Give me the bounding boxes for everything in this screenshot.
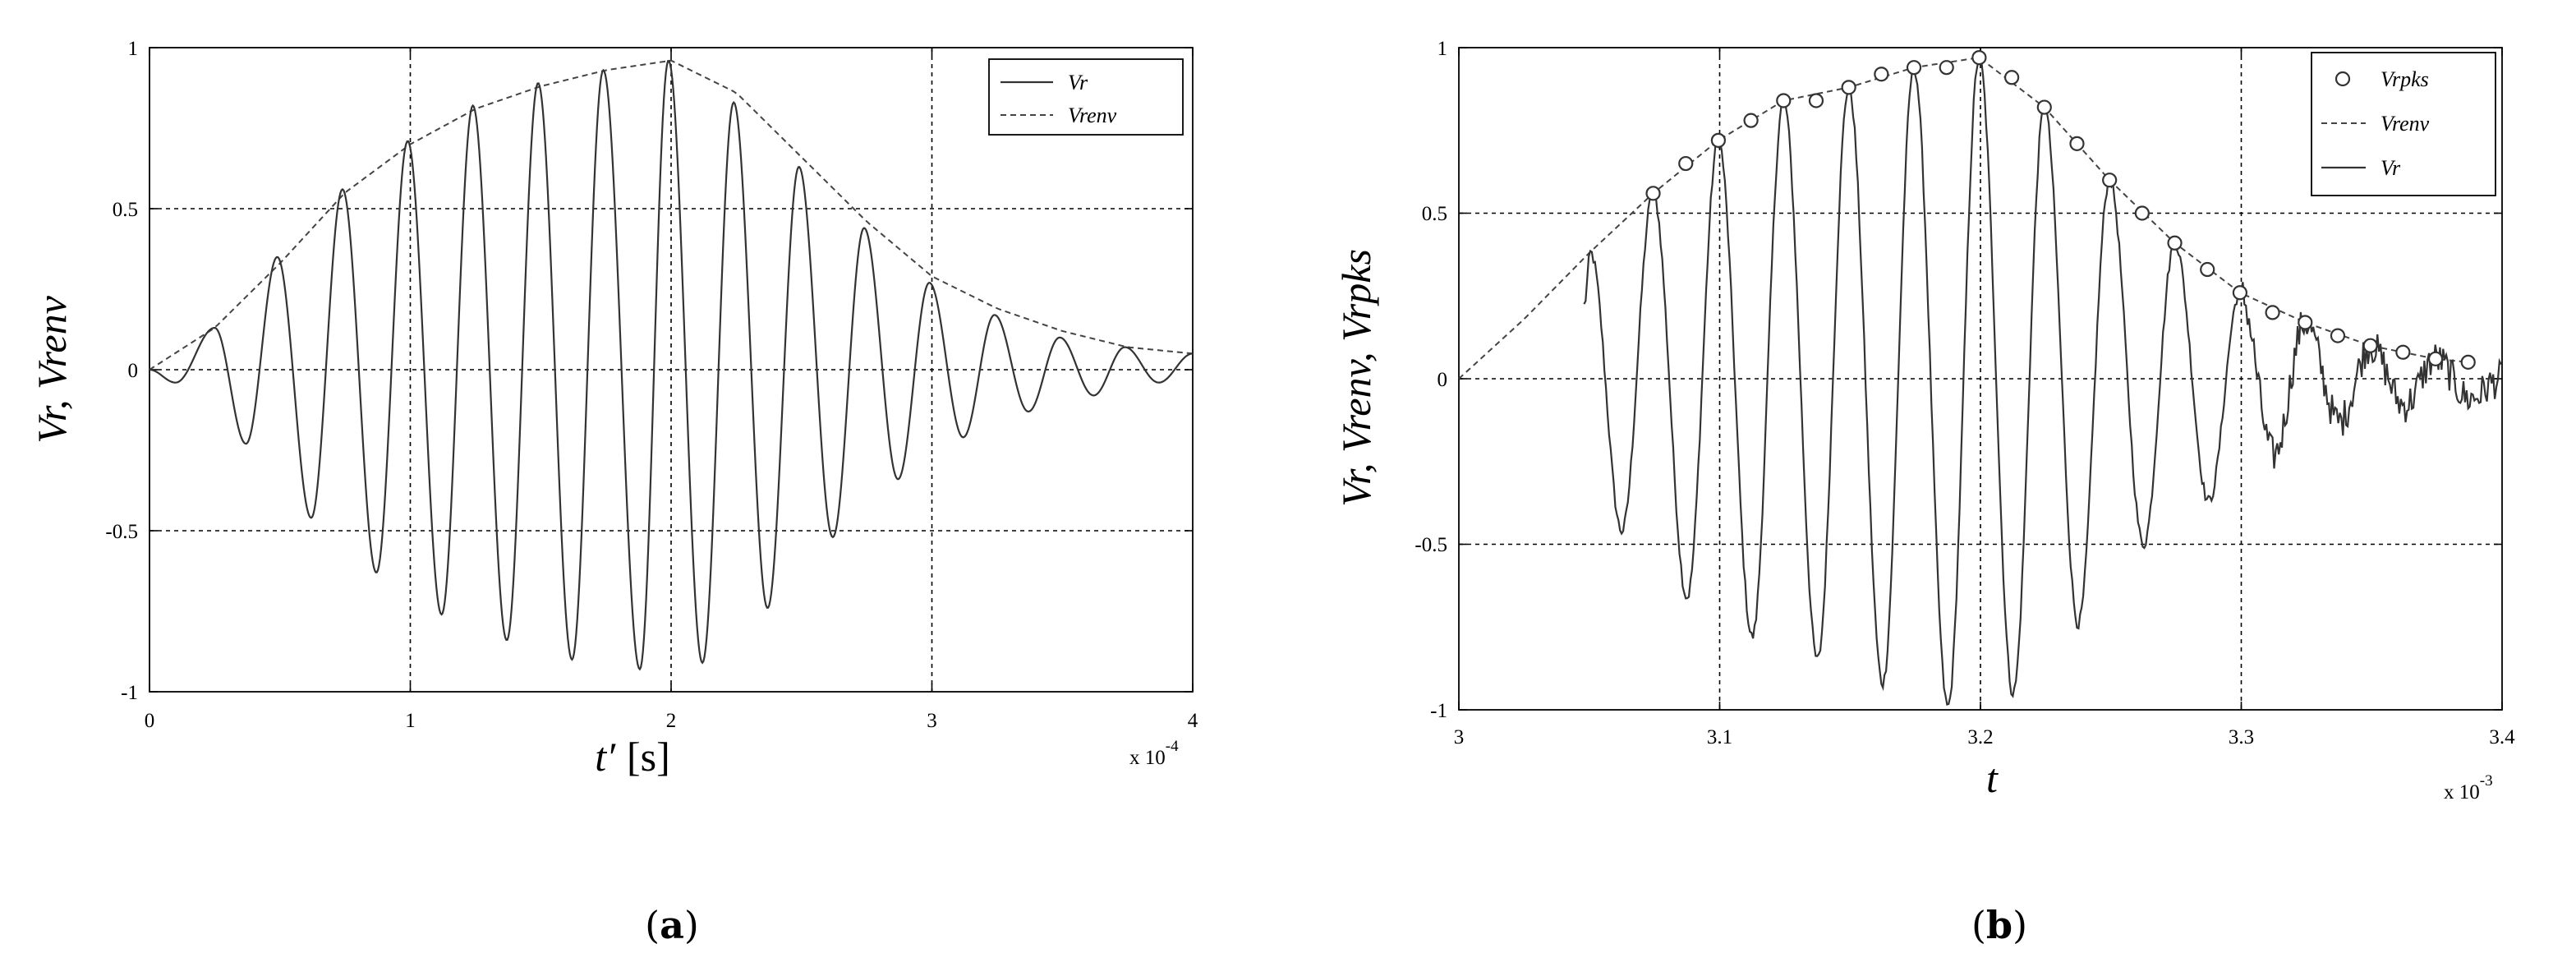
chart-b-vrpks-point-10 [1971,49,1987,66]
chart-b-ylabel: Vr, Vrenv, Vrpks [1333,249,1379,507]
chart-b-vrpks-point-1 [1678,155,1694,172]
chart-b-vrpks-point-11 [2004,70,2020,85]
chart-b-ticks [1458,47,2503,711]
chart-b-xtick-3-2: 3.2 [1967,726,1993,748]
chart-a-xlabel: t′ [s] [595,734,670,780]
chart-b-series-vrenv [1458,57,2466,380]
chart-b-legend-label-vrenv: Vrenv [2380,112,2430,136]
chart-b-vrpks-point-19 [2265,305,2280,320]
chart-b-vrpks-point-16 [2167,235,2183,251]
chart-a-ytick-1: 1 [128,38,139,60]
chart-b-ytick-0-5: 0.5 [1422,203,1447,225]
chart-b-xtick-3-4: 3.4 [2489,726,2515,748]
chart-a-xtick-1: 1 [405,710,416,732]
chart-a-xtick-3: 3 [927,710,937,732]
chart-b-vrpks-point-12 [2036,99,2052,115]
chart-a-grid [150,48,1193,692]
chart-b-vrpks-point-4 [1776,93,1792,108]
chart-b-x-multiplier: x 10-3 [2444,772,2493,803]
chart-b-vrpks-point-25 [2460,354,2476,370]
chart-b-vrpks-point-3 [1743,113,1759,128]
chart-b-vrpks-point-24 [2427,351,2444,366]
chart-b-vrpks-point-21 [2330,328,2346,343]
chart-a-series-vrenv [149,59,1194,371]
chart-a-legend-label-vr: Vr [1068,71,1088,94]
chart-b-vrpks-point-23 [2395,344,2411,360]
chart-b-legend-swatch-vrpks [2334,71,2351,87]
chart-b-vrpks-point-17 [2200,261,2215,278]
chart-b-legend-box [2311,52,2496,196]
chart-a-ytick-0: 0 [128,360,139,382]
chart-a-xtick-4: 4 [1188,710,1198,732]
chart-b-series-vrpks [1645,49,2476,370]
chart-a-legend: Vr Vrenv [988,58,1184,136]
chart-b-ytick-1: 1 [1438,38,1448,60]
chart-b: 3 3.1 3.2 3.3 3.4 1 0.5 0 -0.5 -1 t Vr, … [1333,38,2515,803]
chart-b-grid [1459,48,2502,710]
chart-b-legend-label-vr: Vr [2380,156,2401,180]
chart-b-vrpks-point-14 [2102,173,2118,188]
chart-b-xtick-3-3: 3.3 [2229,726,2254,748]
chart-a-ytick-0-5: 0.5 [113,199,138,221]
chart-b-vrpks-point-5 [1808,93,1824,108]
chart-a-x-multiplier: x 10-4 [1129,738,1179,769]
chart-b-vrpks-point-15 [2134,205,2150,221]
chart-b-ytick-neg-1: -1 [1430,700,1447,722]
chart-a-xtick-2: 2 [666,710,677,732]
chart-b-ytick-neg-0-5: -0.5 [1414,534,1447,556]
chart-b-vrpks-point-20 [2298,315,2313,330]
chart-b-vrpks-point-0 [1645,186,1661,201]
chart-b-vrpks-point-18 [2232,285,2248,301]
chart-b-legend-label-vrpks: Vrpks [2380,67,2429,91]
chart-b-xtick-3: 3 [1454,726,1465,748]
chart-a-series-vr [149,59,1194,671]
chart-b-vrpks-point-7 [1874,67,1889,82]
chart-b-xlabel: t [1986,755,1999,801]
chart-a-legend-box [988,58,1184,136]
chart-a-ylabel: Vr, Vrenv [29,295,75,443]
chart-a-xtick-0: 0 [145,710,155,732]
chart-b-xtick-3-1: 3.1 [1707,726,1732,748]
chart-a-ticks [149,47,1194,693]
chart-b-vrpks-point-22 [2362,338,2378,353]
chart-b-vrpks-point-2 [1710,132,1727,148]
chart-a-ytick-neg-1: -1 [121,682,138,704]
chart-a-legend-label-vrenv: Vrenv [1068,104,1117,127]
chart-b-vrpks-point-13 [2069,136,2085,151]
chart-b-vrpks-point-6 [1841,80,1856,95]
caption-b: (b) [1971,903,2027,947]
chart-a-ytick-neg-0-5: -0.5 [105,521,138,543]
chart-b-vrpks-point-8 [1906,60,1922,76]
chart-a: 0 1 2 3 4 1 0.5 0 -0.5 -1 t′ [s] Vr, Vren… [29,38,1198,780]
chart-b-legend: Vrpks Vrenv Vr [2311,52,2496,196]
caption-a: (a) [645,903,699,947]
chart-b-vrpks-point-9 [1939,60,1954,76]
chart-b-ytick-0: 0 [1438,369,1448,391]
